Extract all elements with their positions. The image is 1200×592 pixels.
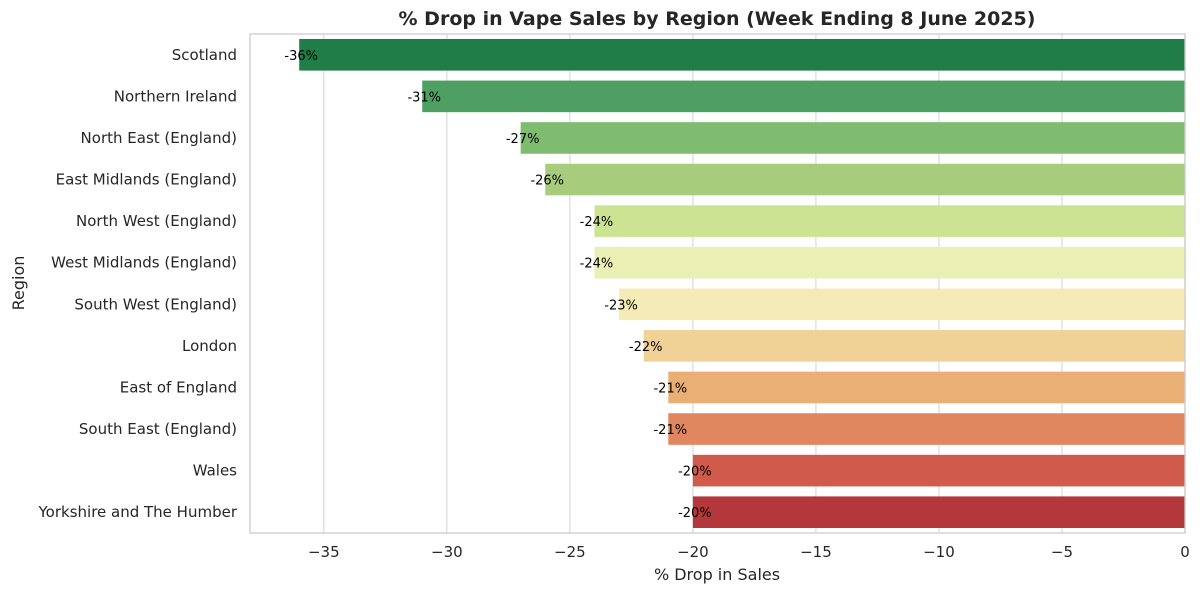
bar-value-label: -23% <box>604 298 638 313</box>
bar <box>692 496 1185 529</box>
bar-value-label: -22% <box>629 340 663 355</box>
bar-value-label: -26% <box>530 174 564 189</box>
bar-value-label: -24% <box>580 215 614 230</box>
x-tick-label: −15 <box>800 543 832 561</box>
plot-frame <box>249 33 1186 534</box>
bars <box>299 38 1186 529</box>
x-axis-title: % Drop in Sales <box>654 565 780 584</box>
x-tick-label: −5 <box>1051 543 1073 561</box>
category-label: South East (England) <box>79 420 237 438</box>
bar-value-label: -20% <box>678 506 712 521</box>
x-tick-label: −25 <box>554 543 586 561</box>
bar <box>668 371 1185 404</box>
category-label: North East (England) <box>81 129 237 147</box>
category-label: West Midlands (England) <box>51 254 237 272</box>
bar-value-label: -20% <box>678 465 712 480</box>
bar <box>594 205 1185 237</box>
bar <box>594 246 1185 279</box>
x-tick-label: 0 <box>1180 543 1190 561</box>
bar <box>668 413 1185 445</box>
x-tick-label: −20 <box>677 543 709 561</box>
bar <box>692 454 1185 487</box>
category-label: East Midlands (England) <box>56 171 237 189</box>
bar-value-label: -36% <box>284 49 318 64</box>
x-tick-labels: −35 −30 −25 −20 −15 −10 −5 0 <box>308 543 1190 561</box>
bar <box>520 122 1185 154</box>
category-labels: Scotland Northern Ireland North East (Engl… <box>38 46 238 521</box>
category-label: North West (England) <box>76 212 237 230</box>
chart-title: % Drop in Vape Sales by Region (Week End… <box>399 8 1036 30</box>
bar-value-label: -21% <box>653 423 687 438</box>
bar <box>643 330 1185 362</box>
category-label: London <box>182 337 237 355</box>
x-tick-label: −30 <box>431 543 463 561</box>
data-labels: -36% -31% -27% -26% -24% -24% -23% -22% -21% -21%… <box>284 49 711 521</box>
category-label: Wales <box>193 462 237 480</box>
bar <box>619 288 1185 321</box>
category-label: Yorkshire and The Humber <box>38 503 238 521</box>
category-label: Scotland <box>172 46 237 64</box>
bar <box>299 38 1185 71</box>
category-label: South West (England) <box>74 295 237 313</box>
x-tick-label: −10 <box>923 543 955 561</box>
bar-value-label: -21% <box>653 381 687 396</box>
bar-value-label: -31% <box>407 90 441 105</box>
bar <box>422 80 1186 113</box>
gridlines <box>323 34 1186 533</box>
y-axis-title: Region <box>9 256 28 311</box>
x-tick-label: −35 <box>308 543 340 561</box>
bar-value-label: -24% <box>580 257 614 272</box>
bar-value-label: -27% <box>506 132 540 147</box>
category-label: Northern Ireland <box>114 87 237 105</box>
bar <box>545 163 1185 196</box>
category-label: East of England <box>120 378 237 396</box>
